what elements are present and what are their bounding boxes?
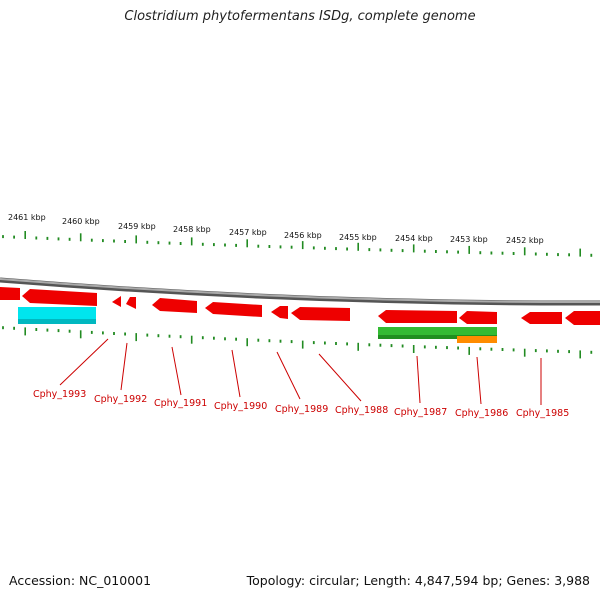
scale-label: 2455 kbp	[339, 233, 377, 242]
scale-label: 2459 kbp	[118, 222, 156, 231]
gene-track	[0, 287, 600, 325]
gene-arrow[interactable]	[565, 311, 600, 325]
gene-arrow[interactable]	[271, 306, 288, 319]
gene-labels: Cphy_1993 Cphy_1992 Cphy_1991 Cphy_1990 …	[33, 338, 569, 419]
gene-arrow[interactable]	[521, 312, 562, 324]
gene-label[interactable]: Cphy_1990	[214, 401, 267, 412]
scale-labels: 2461 kbp 2460 kbp 2459 kbp 2458 kbp 2457…	[8, 213, 544, 245]
cyan-feature[interactable]	[18, 307, 96, 321]
scale-label: 2460 kbp	[62, 217, 100, 226]
gene-arrow[interactable]	[22, 289, 97, 306]
gene-arrow[interactable]	[459, 311, 497, 324]
gene-label[interactable]: Cphy_1993	[33, 389, 86, 400]
gene-arrow[interactable]	[126, 297, 136, 309]
leader-line	[231, 349, 241, 398]
scale-label: 2453 kbp	[450, 235, 488, 244]
scale-ticks-bottom	[2, 326, 593, 359]
gene-label[interactable]: Cphy_1985	[516, 408, 569, 419]
leader-line	[476, 356, 482, 405]
accession-text: Accession: NC_010001	[9, 573, 152, 588]
scale-label: 2452 kbp	[506, 236, 544, 245]
green-feature-shade	[378, 335, 497, 339]
gene-label[interactable]: Cphy_1986	[455, 408, 508, 419]
scale-ticks-top	[2, 231, 593, 257]
leader-line	[59, 338, 109, 386]
gene-arrow[interactable]	[112, 296, 121, 307]
genome-backbone-highlight	[0, 278, 600, 304]
gene-arrow[interactable]	[291, 307, 350, 321]
gene-label[interactable]: Cphy_1987	[394, 407, 447, 418]
cyan-feature-shade	[18, 319, 96, 324]
leader-line	[318, 353, 362, 402]
gene-label[interactable]: Cphy_1991	[154, 398, 207, 409]
gene-arrow[interactable]	[152, 298, 197, 313]
map-title: Clostridium phytofermentans ISDg, comple…	[124, 9, 476, 24]
gene-arrow[interactable]	[378, 310, 457, 323]
leader-line	[120, 342, 128, 391]
leader-line	[276, 351, 301, 400]
scale-label: 2454 kbp	[395, 234, 433, 243]
green-feature[interactable]	[378, 327, 497, 337]
scale-label: 2461 kbp	[8, 213, 46, 222]
topology-text: Topology: circular; Length: 4,847,594 bp…	[246, 573, 590, 588]
gene-arrow[interactable]	[0, 287, 20, 300]
gene-label[interactable]: Cphy_1989	[275, 404, 328, 415]
scale-label: 2457 kbp	[229, 228, 267, 237]
gene-label[interactable]: Cphy_1992	[94, 394, 147, 405]
leader-line	[416, 355, 421, 404]
scale-label: 2456 kbp	[284, 231, 322, 240]
gene-arrow[interactable]	[205, 302, 262, 317]
gene-label[interactable]: Cphy_1988	[335, 405, 388, 416]
scale-label: 2458 kbp	[173, 225, 211, 234]
orange-feature[interactable]	[457, 336, 497, 343]
leader-line	[171, 346, 182, 396]
